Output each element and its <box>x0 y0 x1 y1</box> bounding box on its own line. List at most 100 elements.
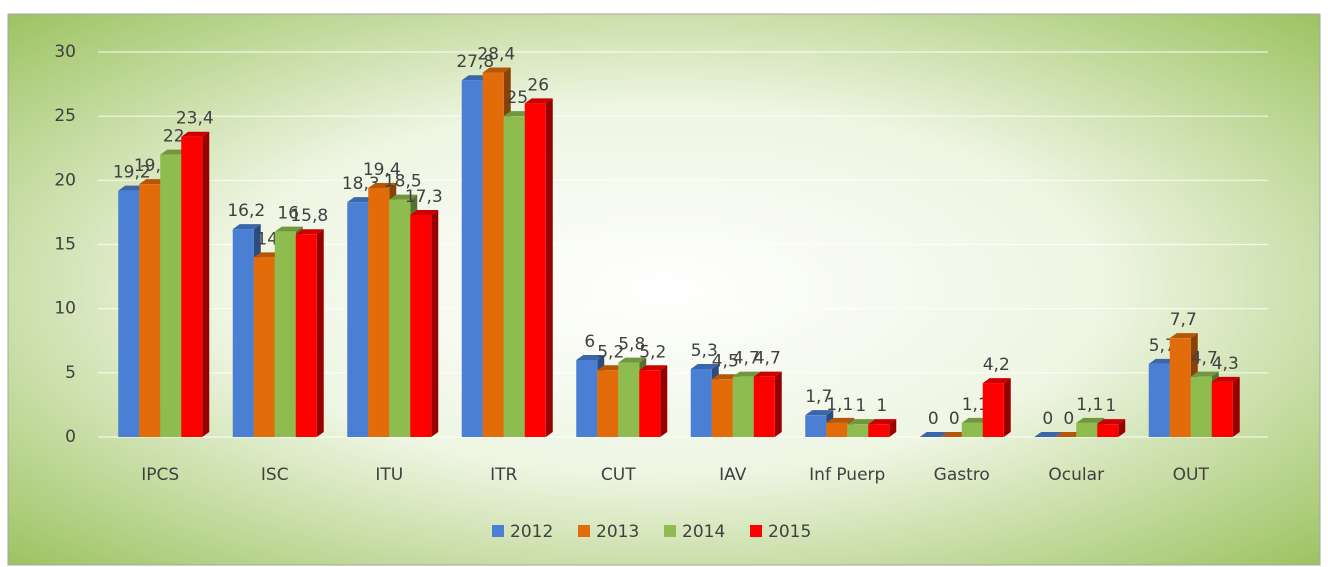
legend-swatch <box>664 525 676 537</box>
legend-label: 2012 <box>510 522 553 542</box>
data-label: 0 <box>1063 409 1074 429</box>
data-label: 4,5 <box>712 351 739 371</box>
bar <box>389 199 411 437</box>
bar-side <box>431 209 439 437</box>
bar-top <box>618 357 647 363</box>
y-tick-label: 10 <box>54 299 76 319</box>
bar <box>1076 422 1098 437</box>
x-tick-label: IPCS <box>141 465 179 485</box>
bar <box>1169 338 1191 437</box>
data-label: 17,3 <box>405 187 443 207</box>
bar-top <box>410 209 439 215</box>
bar <box>253 257 275 437</box>
y-tick-label: 0 <box>65 427 76 447</box>
data-label: 1,1 <box>962 395 989 415</box>
bar-top <box>1097 419 1126 425</box>
bar-side <box>1232 376 1240 437</box>
bar <box>295 234 317 437</box>
bar <box>597 370 619 437</box>
bar-top <box>389 194 418 200</box>
legend-label: 2014 <box>682 522 725 542</box>
x-tick-label: IAV <box>719 465 747 485</box>
bar-top <box>181 131 210 137</box>
data-label: 14 <box>256 229 278 249</box>
data-label: 18,5 <box>384 172 422 192</box>
data-label: 28,4 <box>477 45 515 65</box>
bar-top <box>639 365 668 371</box>
bar-top <box>805 410 834 416</box>
bar-side <box>774 371 782 437</box>
bar <box>461 80 483 437</box>
bar-side <box>202 131 210 437</box>
bar <box>232 229 254 437</box>
bar-side <box>316 229 324 437</box>
bar <box>805 415 827 437</box>
data-label: 4,2 <box>983 355 1010 375</box>
data-label: 15,8 <box>290 206 328 226</box>
x-tick-label: ITR <box>490 465 517 485</box>
data-label: 4,7 <box>1191 349 1218 369</box>
data-label: 19,2 <box>113 163 151 183</box>
data-label: 0 <box>928 409 939 429</box>
bar-top <box>690 363 719 369</box>
bar-top <box>482 67 511 73</box>
y-tick-label: 20 <box>54 170 76 190</box>
bar <box>181 136 203 437</box>
bar-side <box>545 98 553 437</box>
bar-top <box>232 224 261 230</box>
bar <box>1190 376 1212 437</box>
data-label: 16 <box>277 204 299 224</box>
x-tick-label: Ocular <box>1048 465 1104 485</box>
legend-label: 2015 <box>768 522 811 542</box>
bar <box>1148 363 1170 437</box>
data-label: 1,1 <box>1076 395 1103 415</box>
bar-top <box>1169 333 1198 339</box>
legend-label: 2013 <box>596 522 639 542</box>
data-label: 4,7 <box>733 349 760 369</box>
y-tick-label: 25 <box>54 106 76 126</box>
legend-swatch <box>750 525 762 537</box>
bar <box>1211 381 1233 437</box>
x-tick-label: Gastro <box>934 465 990 485</box>
data-label: 22 <box>163 127 185 147</box>
bar <box>503 116 525 438</box>
data-label: 1 <box>855 396 866 416</box>
data-label: 4,3 <box>1212 354 1239 374</box>
legend-swatch <box>492 525 504 537</box>
bar <box>732 376 754 437</box>
bar-side <box>1118 419 1126 437</box>
bar <box>961 422 983 437</box>
data-label: 16,2 <box>227 201 265 221</box>
bar-top <box>732 371 761 377</box>
data-label: 5,2 <box>639 342 666 362</box>
data-label: 4,7 <box>754 349 781 369</box>
data-label: 6 <box>584 332 595 352</box>
bar <box>711 379 733 437</box>
bar <box>618 362 640 437</box>
bar-side <box>660 365 668 437</box>
data-label: 19,4 <box>363 160 401 180</box>
chart-frame <box>7 13 1321 566</box>
bar-top <box>1190 371 1219 377</box>
data-label: 5,8 <box>618 335 645 355</box>
data-label: 5,3 <box>691 341 718 361</box>
bar-top <box>753 371 782 377</box>
bar-side <box>889 419 897 437</box>
data-label: 7,7 <box>1170 310 1197 330</box>
bar <box>160 154 182 437</box>
data-label: 1 <box>876 396 887 416</box>
bar-top <box>982 378 1011 384</box>
x-tick-label: OUT <box>1173 465 1210 485</box>
bar <box>368 188 390 437</box>
bar-top <box>826 417 855 423</box>
bar <box>753 376 775 437</box>
bar-top <box>868 419 897 425</box>
bar <box>1097 424 1119 437</box>
data-label: 26 <box>527 75 549 95</box>
bar-top <box>919 432 948 437</box>
bar-top <box>274 226 303 232</box>
bar <box>982 383 1004 437</box>
bar-top <box>524 98 553 104</box>
bar <box>576 360 598 437</box>
x-tick-label: Inf Puerp <box>809 465 885 485</box>
